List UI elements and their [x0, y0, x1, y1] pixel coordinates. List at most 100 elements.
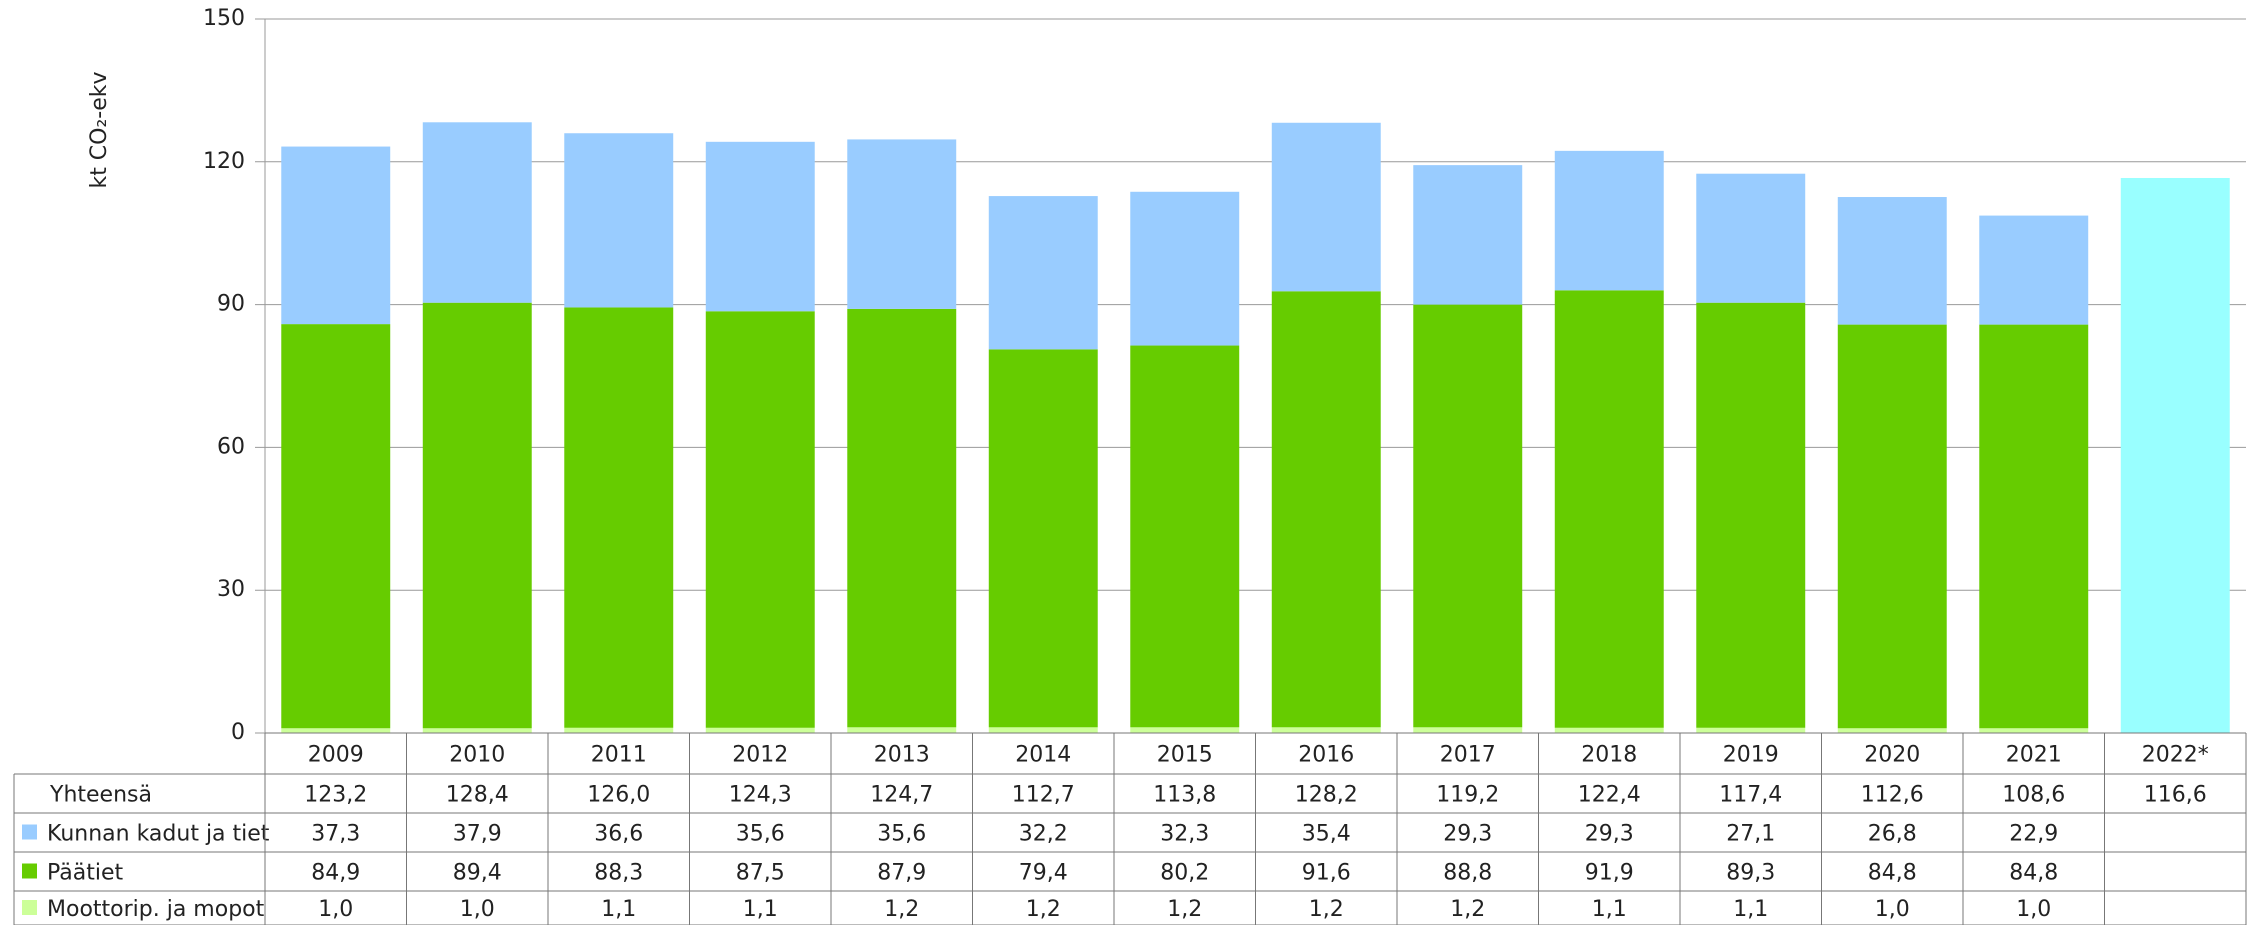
bar-segment — [281, 324, 391, 729]
table-cell: 87,9 — [877, 861, 926, 886]
table-cell: 32,2 — [1019, 822, 1068, 847]
table-cell: 116,6 — [2144, 783, 2207, 808]
bar-segment — [1271, 122, 1381, 292]
table-cell: 1,2 — [884, 897, 919, 922]
bar-segment — [847, 308, 957, 728]
table-cell: 112,7 — [1012, 783, 1075, 808]
x-tick-label: 2013 — [874, 743, 930, 768]
table-cell: 1,1 — [743, 897, 778, 922]
bar-segment — [1271, 291, 1381, 728]
bar-segment — [1696, 173, 1806, 303]
table-cell: 1,2 — [1309, 897, 1344, 922]
y-tick-label: 60 — [217, 434, 245, 459]
table-cell: 84,8 — [1868, 861, 1917, 886]
table-cell: 122,4 — [1578, 783, 1641, 808]
x-tick-label: 2010 — [449, 743, 505, 768]
x-tick-label: 2014 — [1015, 743, 1071, 768]
table-cell: 88,3 — [594, 861, 643, 886]
bar-segment — [705, 727, 815, 733]
table-cell: 36,6 — [594, 822, 643, 847]
table-cell: 79,4 — [1019, 861, 1068, 886]
bar-segment — [1271, 727, 1381, 733]
legend-swatch — [22, 824, 37, 840]
bar-segment — [422, 728, 532, 733]
table-cell: 27,1 — [1726, 822, 1775, 847]
bar-segment — [1130, 191, 1240, 346]
table-cell: 37,3 — [311, 822, 360, 847]
table-cell: 119,2 — [1436, 783, 1499, 808]
y-tick-label: 30 — [217, 577, 245, 602]
table-cell: 35,6 — [736, 822, 785, 847]
x-tick-label: 2015 — [1157, 743, 1213, 768]
table-cell: 112,6 — [1861, 783, 1924, 808]
x-tick-label: 2011 — [591, 743, 647, 768]
bar-segment — [1554, 727, 1664, 733]
legend-swatch — [22, 900, 37, 915]
bar-segment — [564, 727, 674, 733]
table-cell: 113,8 — [1153, 783, 1216, 808]
legend-label: Moottorip. ja mopot — [47, 897, 265, 922]
bar-segment — [1130, 727, 1240, 733]
bar-segment — [1696, 302, 1806, 728]
table-cell: 89,4 — [453, 861, 502, 886]
bar-segment — [1979, 324, 2089, 729]
y-tick-label: 120 — [203, 149, 245, 174]
table-cell: 128,4 — [446, 783, 509, 808]
bar-segment — [1413, 304, 1523, 728]
x-tick-label: 2009 — [308, 743, 364, 768]
table-cell: 32,3 — [1160, 822, 1209, 847]
table-cell: 1,0 — [2016, 897, 2051, 922]
table-cell: 1,2 — [1450, 897, 1485, 922]
bar-segment — [1979, 215, 2089, 325]
bar-segment — [422, 302, 532, 729]
bar-segment — [988, 727, 1098, 733]
table-cell: 80,2 — [1160, 861, 1209, 886]
table-cell: 124,3 — [729, 783, 792, 808]
bar-segment — [281, 728, 391, 733]
bar-segment — [847, 139, 957, 309]
bar-segment — [1554, 290, 1664, 728]
table-cell: 91,6 — [1302, 861, 1351, 886]
bar-segment — [1413, 165, 1523, 305]
table-cell: 84,9 — [311, 861, 360, 886]
table-cell: 124,7 — [870, 783, 933, 808]
bar-segment — [1837, 197, 1947, 325]
bar-segment — [1696, 727, 1806, 733]
table-cell: 1,1 — [1592, 897, 1627, 922]
table-cell: 1,0 — [1875, 897, 1910, 922]
table-cell: 91,9 — [1585, 861, 1634, 886]
bar-segment — [281, 146, 391, 325]
bar-segment — [1554, 150, 1664, 291]
table-cell: 117,4 — [1719, 783, 1782, 808]
table-cell: 1,0 — [460, 897, 495, 922]
bar-segment — [988, 196, 1098, 350]
table-cell: 26,8 — [1868, 822, 1917, 847]
table-cell: 22,9 — [2009, 822, 2058, 847]
x-tick-label: 2017 — [1440, 743, 1496, 768]
bar-segment — [564, 133, 674, 308]
y-axis-label: kt CO₂-ekv — [87, 71, 112, 188]
x-tick-label: 2018 — [1581, 743, 1637, 768]
table-cell: 89,3 — [1726, 861, 1775, 886]
bar-segment — [1979, 728, 2089, 733]
y-tick-label: 90 — [217, 292, 245, 317]
table-cell: 108,6 — [2002, 783, 2065, 808]
table-cell: 35,6 — [877, 822, 926, 847]
x-tick-label: 2021 — [2006, 743, 2062, 768]
bar-segment — [1837, 728, 1947, 733]
table-cell: 88,8 — [1443, 861, 1492, 886]
table-cell: 29,3 — [1585, 822, 1634, 847]
bar-total — [2120, 177, 2230, 733]
bar-segment — [847, 727, 957, 733]
bar-segment — [422, 122, 532, 303]
legend-swatch — [22, 863, 37, 879]
table-cell: 1,0 — [318, 897, 353, 922]
x-tick-label: 2022* — [2142, 743, 2209, 768]
table-cell: 29,3 — [1443, 822, 1492, 847]
y-tick-label: 150 — [203, 6, 245, 31]
table-cell: 128,2 — [1295, 783, 1358, 808]
legend-label: Kunnan kadut ja tiet — [47, 822, 270, 847]
x-tick-label: 2019 — [1723, 743, 1779, 768]
table-cell: 1,1 — [1733, 897, 1768, 922]
